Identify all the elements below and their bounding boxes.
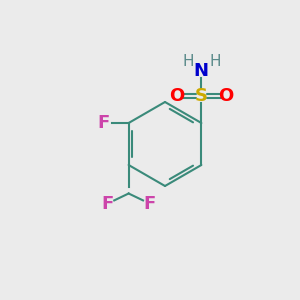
Text: H: H (209, 54, 220, 69)
Text: F: F (101, 195, 114, 213)
Text: S: S (195, 87, 208, 105)
Text: N: N (194, 62, 209, 80)
Text: F: F (97, 114, 109, 132)
Text: O: O (169, 87, 184, 105)
Text: H: H (182, 54, 194, 69)
Text: O: O (218, 87, 234, 105)
Text: F: F (143, 195, 156, 213)
